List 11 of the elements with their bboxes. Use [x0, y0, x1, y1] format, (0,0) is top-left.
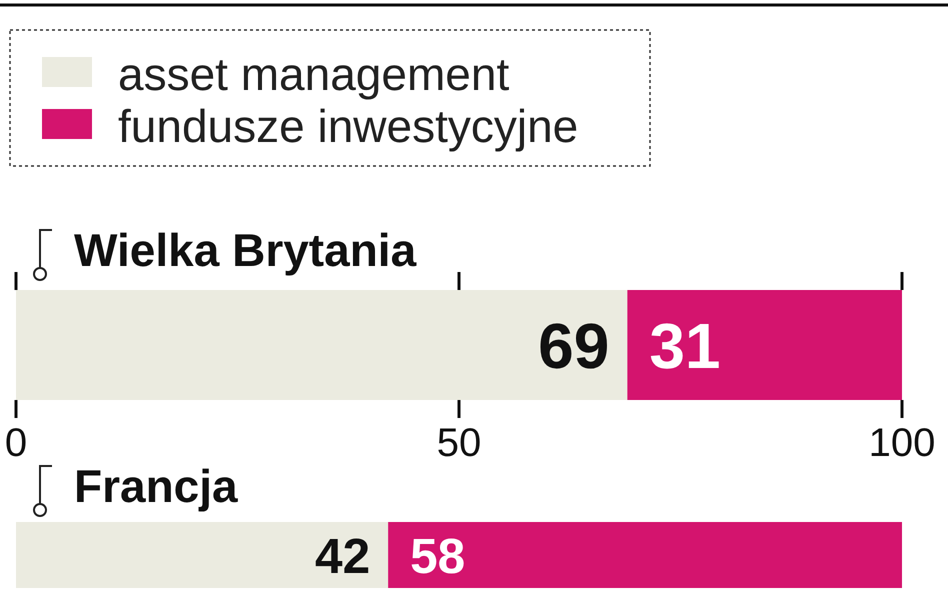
data-label: 31	[649, 310, 721, 382]
x-tick-label: 50	[436, 421, 482, 465]
data-label: 58	[410, 528, 466, 584]
x-tick-label: 100	[868, 421, 936, 465]
x-tick-label: 0	[4, 421, 28, 465]
y-tick-label: Francja	[74, 460, 238, 512]
legend-label: fundusze inwestycyjne	[118, 100, 578, 152]
legend-label: asset management	[118, 48, 510, 100]
data-label: 42	[315, 528, 370, 584]
data-label: 69	[538, 310, 610, 382]
y-tick-label: Wielka Brytania	[74, 224, 417, 276]
